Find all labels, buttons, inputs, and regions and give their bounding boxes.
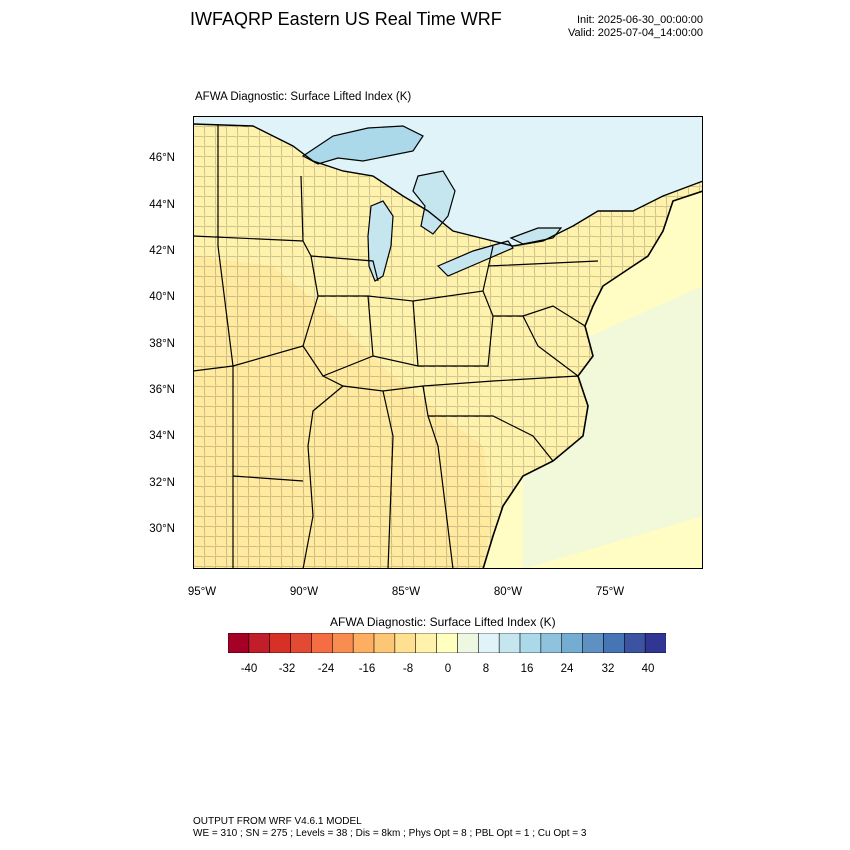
lat-label: 32°N (149, 477, 175, 489)
colorbar-swatch (352, 633, 375, 653)
map-border (193, 116, 703, 569)
colorbar-swatch (373, 633, 396, 653)
lon-label: 80°W (493, 586, 523, 598)
lat-label: 30°N (149, 523, 175, 535)
lon-label: 90°W (289, 586, 319, 598)
lake-superior (301, 125, 424, 165)
colorbar (228, 633, 666, 653)
colorbar-swatch (540, 633, 563, 653)
colorbar-swatch (623, 633, 646, 653)
colorbar-swatch (603, 633, 625, 653)
lon-label: 95°W (187, 586, 217, 598)
colorbar-swatch (248, 633, 271, 653)
colorbar-title: AFWA Diagnostic: Surface Lifted Index (K… (330, 615, 556, 629)
international-border (193, 123, 703, 247)
colorbar-swatch (228, 633, 250, 653)
colorbar-swatch (331, 633, 354, 653)
lake-huron (412, 170, 456, 235)
colorbar-tick-label: -32 (278, 663, 296, 675)
colorbar-tick-label: -24 (317, 663, 335, 675)
lat-label: 40°N (149, 291, 175, 303)
colorbar-tick-label: -16 (358, 663, 376, 675)
time-info: Init: 2025-06-30_00:00:00 Valid: 2025-07… (540, 14, 703, 44)
map-canvas (193, 116, 703, 569)
colorbar-tick-label: 32 (601, 663, 615, 675)
colorbar-swatch (498, 633, 521, 653)
colorbar-tick-label: 8 (482, 663, 490, 675)
lat-label: 42°N (149, 245, 175, 257)
main-title: IWFAQRP Eastern US Real Time WRF (190, 9, 502, 29)
colorbar-swatch (269, 633, 292, 653)
footer-line-1: OUTPUT FROM WRF V4.6.1 MODEL (193, 816, 362, 827)
colorbar-tick-label: 24 (560, 663, 574, 675)
colorbar-swatch (311, 633, 333, 653)
lon-label: 85°W (391, 586, 421, 598)
colorbar-swatch (415, 633, 438, 653)
colorbar-swatch (561, 633, 584, 653)
lake-ontario (509, 227, 563, 245)
colorbar-swatch (436, 633, 458, 653)
colorbar-tick-label: 0 (444, 663, 452, 675)
lat-label: 34°N (149, 430, 175, 442)
colorbar-swatch (394, 633, 417, 653)
footer: OUTPUT FROM WRF V4.6.1 MODEL WE = 310 ; … (193, 816, 586, 840)
lat-label: 38°N (149, 338, 175, 350)
colorbar-swatch (519, 633, 542, 653)
colorbar-swatch (477, 633, 500, 653)
lake-erie (436, 240, 514, 277)
coastline (482, 190, 703, 569)
state-boundaries (193, 124, 599, 569)
colorbar-swatch (644, 633, 666, 653)
lake-michigan (367, 200, 394, 282)
colorbar-swatch (582, 633, 604, 653)
colorbar-tick-label: -8 (402, 663, 414, 675)
colorbar-tick-label: 40 (641, 663, 655, 675)
county-lines (193, 124, 703, 569)
plot-title: AFWA Diagnostic: Surface Lifted Index (K… (195, 91, 412, 103)
init-time: Init: 2025-06-30_00:00:00 (577, 14, 703, 26)
colorbar-swatch (290, 633, 312, 653)
lat-label: 44°N (149, 199, 175, 211)
colorbar-tick-label: 16 (520, 663, 534, 675)
lon-label: 75°W (595, 586, 625, 598)
valid-time: Valid: 2025-07-04_14:00:00 (568, 27, 703, 39)
lat-label: 46°N (149, 152, 175, 164)
map-panel (193, 116, 703, 569)
colorbar-swatch (457, 633, 479, 653)
lat-label: 36°N (149, 384, 175, 396)
colorbar-tick-label: -40 (240, 663, 258, 675)
footer-line-2: WE = 310 ; SN = 275 ; Levels = 38 ; Dis … (193, 828, 587, 839)
